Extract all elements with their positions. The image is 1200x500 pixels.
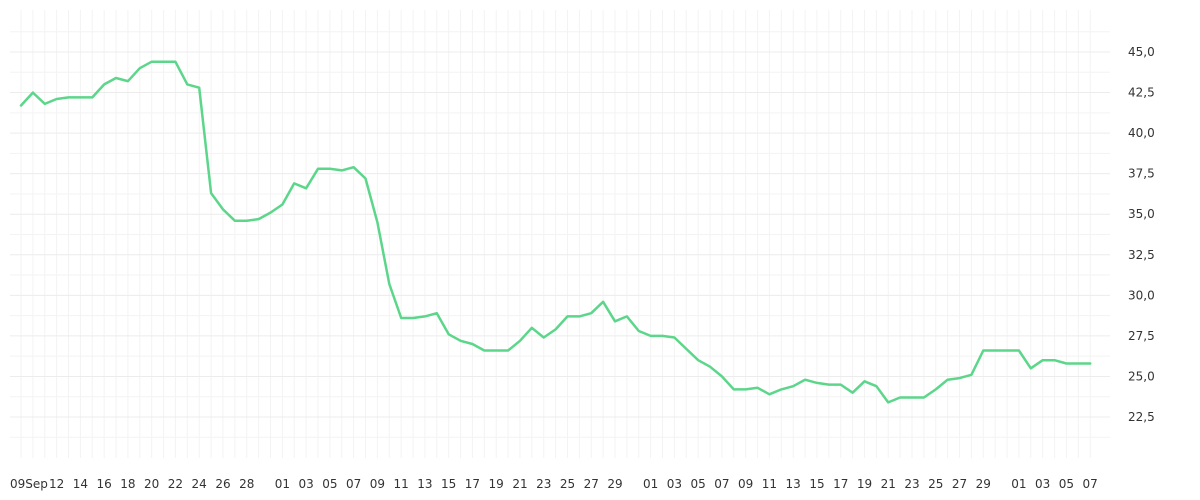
- minor-grid: [10, 10, 1110, 458]
- x-tick-label: 21: [881, 477, 896, 491]
- x-tick-label: 09: [738, 477, 753, 491]
- x-tick-label: 27: [584, 477, 599, 491]
- x-tick-label: 20: [144, 477, 159, 491]
- x-tick-label: 26: [215, 477, 230, 491]
- x-axis-tick-labels: 09Sep 12 14 16 18 20 22 24 26 28 01 03 05 07 09 11 13 15 1…: [10, 477, 1098, 491]
- x-tick-label: 15: [441, 477, 456, 491]
- x-tick-label: 19: [857, 477, 872, 491]
- x-tick-label: 07: [714, 477, 729, 491]
- x-tick-label: 09: [370, 477, 385, 491]
- y-tick-label: 32,5: [1128, 248, 1155, 262]
- x-tick-label: 09Sep: [10, 477, 48, 491]
- x-tick-label: 28: [239, 477, 254, 491]
- x-tick-label: 05: [691, 477, 706, 491]
- x-tick-label: 07: [1083, 477, 1098, 491]
- x-tick-label: 25: [928, 477, 943, 491]
- x-tick-label: 11: [394, 477, 409, 491]
- x-tick-label: 29: [976, 477, 991, 491]
- y-tick-label: 45,0: [1128, 45, 1155, 59]
- major-grid: [10, 51, 1110, 418]
- x-tick-label: 14: [73, 477, 88, 491]
- series-line: [19, 60, 1092, 404]
- x-tick-label: 05: [322, 477, 337, 491]
- y-tick-label: 22,5: [1128, 410, 1155, 424]
- series-layer: [19, 60, 1092, 404]
- x-tick-label: 12: [49, 477, 64, 491]
- x-tick-label: 03: [298, 477, 313, 491]
- y-tick-label: 30,0: [1128, 288, 1155, 302]
- x-tick-label: 22: [168, 477, 183, 491]
- x-tick-label: 24: [192, 477, 207, 491]
- x-tick-label: 17: [833, 477, 848, 491]
- x-tick-label: 03: [1035, 477, 1050, 491]
- x-tick-label: 13: [417, 477, 432, 491]
- y-tick-label: 25,0: [1128, 369, 1155, 383]
- x-tick-label: 15: [809, 477, 824, 491]
- y-tick-label: 37,5: [1128, 167, 1155, 181]
- y-tick-label: 42,5: [1128, 86, 1155, 100]
- x-tick-label: 23: [536, 477, 551, 491]
- x-tick-label: 01: [643, 477, 658, 491]
- x-tick-label: 01: [1011, 477, 1026, 491]
- x-tick-label: 17: [465, 477, 480, 491]
- x-tick-label: 03: [667, 477, 682, 491]
- x-tick-label: 11: [762, 477, 777, 491]
- x-tick-label: 18: [120, 477, 135, 491]
- x-tick-label: 13: [786, 477, 801, 491]
- x-tick-label: 27: [952, 477, 967, 491]
- x-tick-label: 16: [97, 477, 112, 491]
- x-tick-label: 07: [346, 477, 361, 491]
- x-tick-label: 29: [607, 477, 622, 491]
- x-tick-label: 19: [489, 477, 504, 491]
- x-tick-label: 25: [560, 477, 575, 491]
- x-tick-label: 05: [1059, 477, 1074, 491]
- x-tick-label: 23: [904, 477, 919, 491]
- x-tick-label: 21: [512, 477, 527, 491]
- y-axis-tick-labels: 22,5 25,0 27,5 30,0 32,5 35,0 37,5 40,0 42,5 45,0: [1128, 45, 1155, 424]
- y-tick-label: 27,5: [1128, 329, 1155, 343]
- y-tick-label: 40,0: [1128, 126, 1155, 140]
- x-tick-label: 01: [275, 477, 290, 491]
- y-tick-label: 35,0: [1128, 207, 1155, 221]
